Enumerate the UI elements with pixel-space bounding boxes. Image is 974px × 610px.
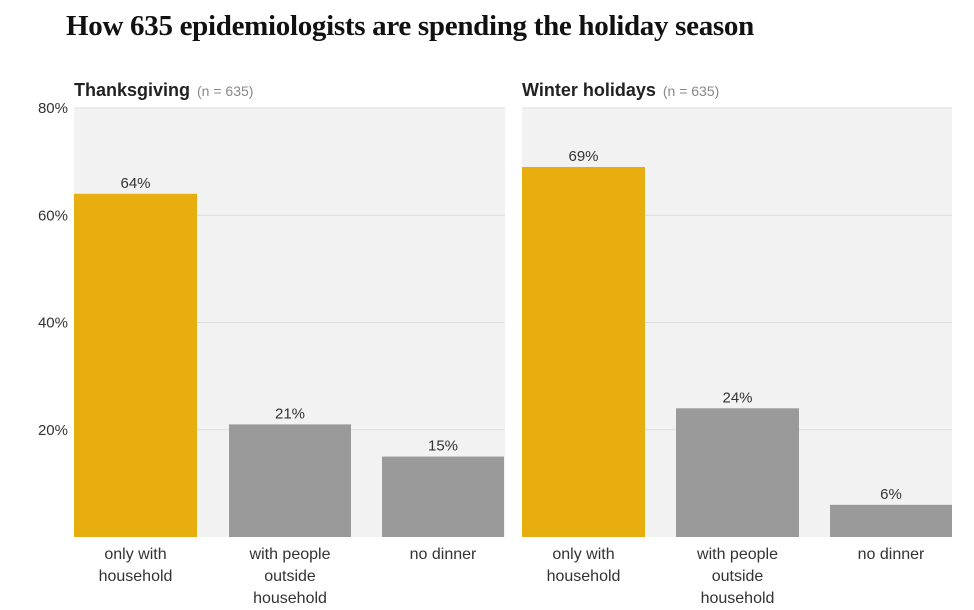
- panel-title: Winter holidays: [522, 80, 656, 100]
- x-category-label: outside: [712, 568, 764, 585]
- data-label: 69%: [568, 148, 598, 165]
- x-category-label: household: [253, 590, 327, 607]
- data-label: 15%: [428, 438, 458, 455]
- x-category-label: with people: [249, 546, 331, 563]
- y-tick-label: 40%: [38, 315, 68, 332]
- chart-title: How 635 epidemiologists are spending the…: [66, 10, 754, 42]
- bar-1-0: [522, 166, 645, 538]
- x-category-label: no dinner: [410, 546, 477, 563]
- data-label: 21%: [275, 405, 305, 422]
- panel-heading-1: Winter holidays (n = 635): [522, 80, 719, 100]
- x-category-label: no dinner: [858, 546, 925, 563]
- y-tick-label: 80%: [38, 100, 68, 117]
- data-label: 64%: [120, 175, 150, 192]
- x-category-label: outside: [264, 568, 316, 585]
- y-tick-label: 60%: [38, 207, 68, 224]
- x-category-label: household: [701, 590, 775, 607]
- y-tick-label: 20%: [38, 422, 68, 439]
- x-category-label: household: [547, 568, 621, 585]
- x-category-label: household: [99, 568, 173, 585]
- data-label: 24%: [722, 389, 752, 406]
- data-label: 6%: [880, 486, 902, 503]
- x-category-label: only with: [104, 546, 166, 563]
- bar-0-0: [74, 193, 197, 538]
- bar-1-1: [676, 408, 799, 537]
- panel-subtitle: (n = 635): [197, 83, 253, 99]
- bar-0-2: [382, 456, 504, 537]
- panel-title: Thanksgiving: [74, 80, 190, 100]
- panel-heading-0: Thanksgiving (n = 635): [74, 80, 253, 100]
- bar-0-1: [229, 424, 351, 537]
- x-category-label: only with: [552, 546, 614, 563]
- panel-subtitle: (n = 635): [663, 83, 719, 99]
- bar-1-2: [830, 504, 952, 537]
- x-category-label: with people: [696, 546, 778, 563]
